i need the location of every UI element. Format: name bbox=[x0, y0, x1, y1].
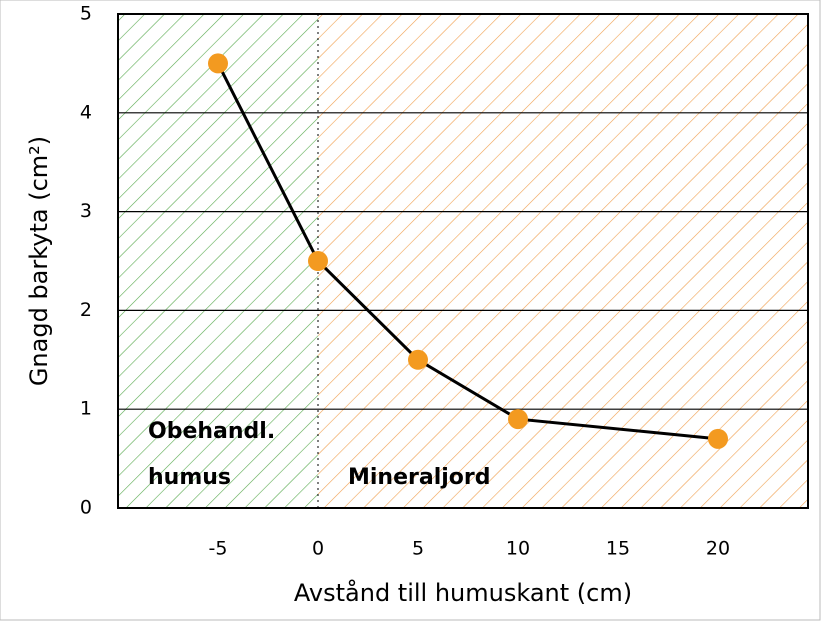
region-label: Mineraljord bbox=[348, 465, 491, 490]
plot-border bbox=[117, 13, 809, 509]
y-tick-label: 0 bbox=[80, 497, 92, 519]
point bbox=[408, 349, 428, 370]
x-tick-label: 10 bbox=[506, 538, 530, 560]
region-label: Obehandl. bbox=[148, 419, 275, 444]
point bbox=[208, 53, 228, 74]
point bbox=[308, 251, 328, 271]
point bbox=[508, 409, 528, 430]
region bbox=[118, 14, 318, 508]
x-tick-label: 5 bbox=[412, 538, 424, 560]
point bbox=[708, 428, 728, 449]
region bbox=[318, 14, 808, 508]
y-tick-label: 1 bbox=[80, 398, 92, 420]
y-tick-label: 3 bbox=[80, 200, 92, 222]
x-axis-label: Avstånd till humuskant (cm) bbox=[294, 578, 632, 607]
x-tick-label: 20 bbox=[706, 538, 730, 560]
y-tick-label: 2 bbox=[80, 299, 92, 321]
y-tick-label: 5 bbox=[80, 3, 92, 25]
y-axis-label: Gnagd barkyta (cm²) bbox=[25, 136, 53, 386]
x-tick-label: 0 bbox=[312, 538, 324, 560]
x-tick-label: 15 bbox=[606, 538, 630, 560]
region-label: humus bbox=[148, 465, 231, 490]
x-tick-label: -5 bbox=[209, 538, 228, 560]
y-tick-label: 4 bbox=[80, 101, 92, 123]
